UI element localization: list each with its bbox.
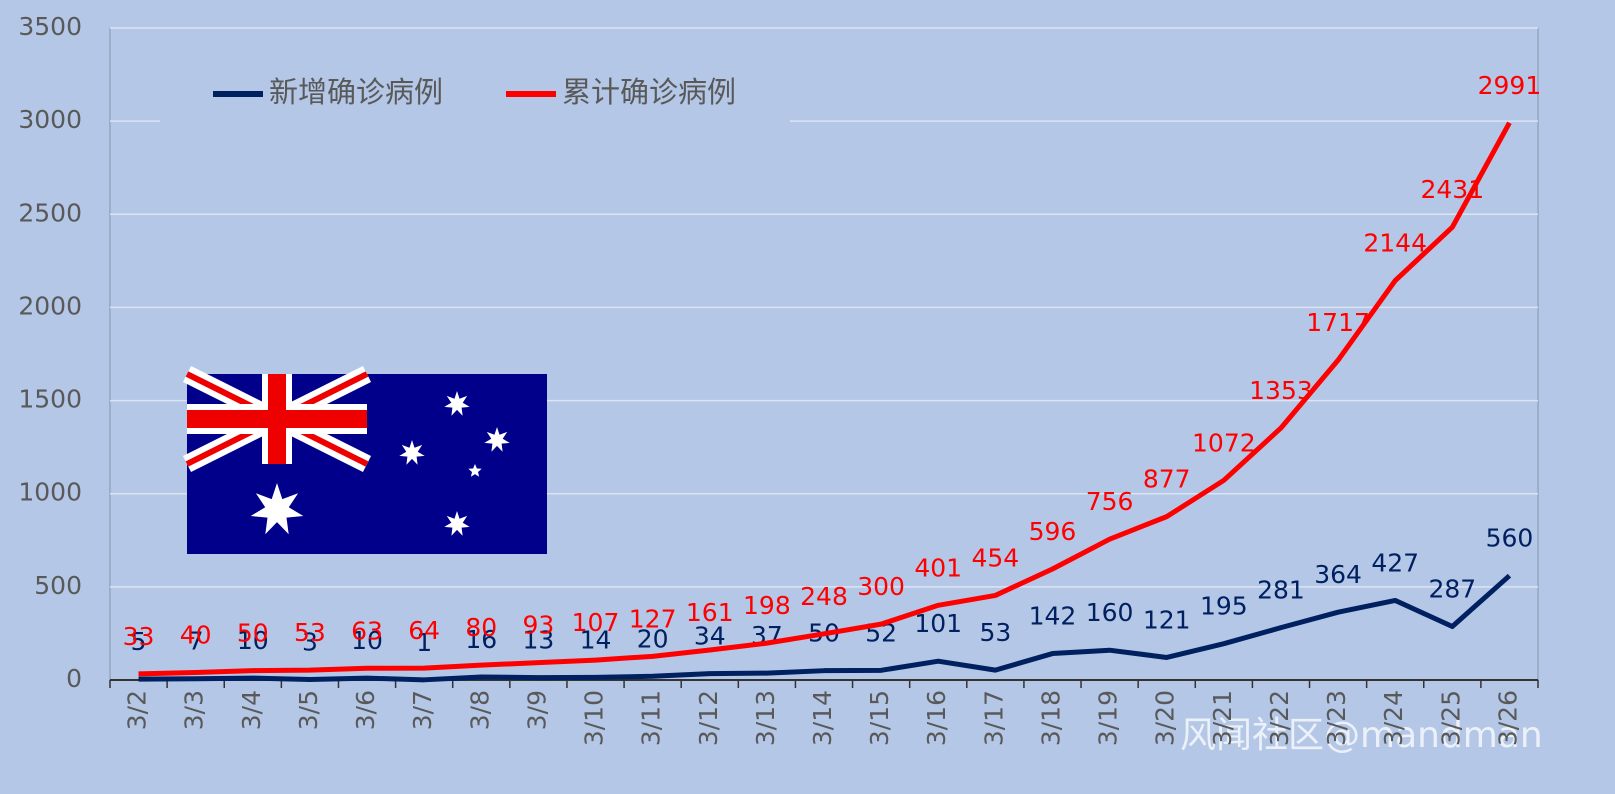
x-tick-label: 3/15 — [865, 690, 894, 746]
x-tick-label: 3/9 — [522, 690, 551, 730]
data-label: 596 — [1029, 517, 1077, 546]
legend-label: 累计确诊病例 — [562, 75, 736, 109]
x-tick-label: 3/18 — [1036, 690, 1065, 746]
data-label: 3 — [302, 627, 318, 656]
data-label: 1 — [416, 628, 432, 657]
legend-box — [160, 60, 790, 130]
data-label: 53 — [979, 618, 1011, 647]
data-label: 2431 — [1421, 175, 1485, 204]
x-tick-label: 3/3 — [180, 690, 209, 730]
data-label: 80 — [465, 613, 497, 642]
data-label: 10 — [351, 626, 383, 655]
data-label: 1353 — [1249, 376, 1313, 405]
x-tick-label: 3/26 — [1493, 690, 1522, 746]
y-tick-label: 3500 — [18, 12, 82, 41]
data-label: 195 — [1200, 592, 1248, 621]
y-tick-label: 2000 — [18, 291, 82, 320]
x-tick-label: 3/7 — [408, 690, 437, 730]
data-label: 10 — [237, 626, 269, 655]
x-tick-label: 3/14 — [808, 690, 837, 746]
watermark: 风闻社区@mandman — [1180, 715, 1543, 756]
y-tick-label: 500 — [34, 571, 82, 600]
x-tick-label: 3/20 — [1151, 690, 1180, 746]
x-tick-label: 3/25 — [1436, 690, 1465, 746]
flag-star — [444, 511, 470, 536]
jack-cross-red — [268, 374, 286, 464]
legend-label: 新增确诊病例 — [269, 75, 443, 109]
union-jack — [182, 365, 372, 473]
data-label: 142 — [1029, 602, 1077, 631]
data-label: 560 — [1486, 524, 1534, 553]
x-tick-label: 3/2 — [123, 690, 152, 730]
flag — [182, 365, 547, 554]
x-tick-label: 3/4 — [237, 690, 266, 730]
data-label: 33 — [123, 622, 155, 651]
data-label: 14 — [580, 625, 612, 654]
data-label: 2991 — [1478, 71, 1542, 100]
data-label: 1072 — [1192, 428, 1256, 457]
x-tick-label: 3/10 — [580, 690, 609, 746]
data-label: 13 — [522, 626, 554, 655]
data-label: 50 — [237, 619, 269, 648]
x-tick-label: 3/19 — [1094, 690, 1123, 746]
x-tick-label: 3/12 — [694, 690, 723, 746]
flag-star — [468, 464, 482, 477]
flag-star — [444, 391, 470, 416]
flag-star — [484, 427, 510, 452]
x-tick-label: 3/22 — [1265, 690, 1294, 746]
flag-star — [250, 483, 304, 535]
y-tick-label: 2500 — [18, 198, 82, 227]
x-tick-label: 3/8 — [465, 690, 494, 730]
data-label: 40 — [180, 621, 212, 650]
data-label: 34 — [694, 622, 726, 651]
data-label: 127 — [629, 604, 677, 633]
data-label: 427 — [1371, 548, 1419, 577]
data-label: 300 — [857, 572, 905, 601]
data-label: 161 — [686, 598, 734, 627]
data-label: 454 — [972, 543, 1020, 572]
data-label: 160 — [1086, 598, 1134, 627]
data-label: 877 — [1143, 465, 1191, 494]
y-tick-label: 3000 — [18, 105, 82, 134]
data-label: 756 — [1086, 487, 1134, 516]
y-tick-label: 1000 — [18, 478, 82, 507]
data-label: 107 — [572, 608, 620, 637]
data-label: 364 — [1314, 560, 1362, 589]
x-tick-label: 3/16 — [922, 690, 951, 746]
data-label: 121 — [1143, 605, 1191, 634]
data-label: 63 — [351, 616, 383, 645]
series-line — [138, 121, 1512, 677]
series-line — [138, 573, 1512, 683]
x-tick-label: 3/6 — [351, 690, 380, 730]
x-tick-label: 3/24 — [1379, 690, 1408, 746]
data-label: 287 — [1428, 575, 1476, 604]
data-label: 64 — [408, 616, 440, 645]
flag-star — [399, 440, 425, 465]
x-tick-label: 3/23 — [1322, 690, 1351, 746]
x-tick-label: 3/5 — [294, 690, 323, 730]
x-tick-label: 3/17 — [979, 690, 1008, 746]
data-label: 16 — [465, 625, 497, 654]
data-label: 20 — [637, 624, 669, 653]
data-label: 198 — [743, 591, 791, 620]
data-label: 53 — [294, 618, 326, 647]
y-tick-label: 1500 — [18, 385, 82, 414]
data-label: 2144 — [1363, 229, 1427, 258]
data-label: 93 — [522, 611, 554, 640]
x-tick-label: 3/11 — [637, 690, 666, 746]
data-label: 281 — [1257, 576, 1305, 605]
data-label: 101 — [914, 609, 962, 638]
x-tick-label: 3/13 — [751, 690, 780, 746]
x-tick-label: 3/21 — [1208, 690, 1237, 746]
y-tick-label: 0 — [66, 664, 82, 693]
data-label: 401 — [914, 553, 962, 582]
data-label: 248 — [800, 582, 848, 611]
data-label: 5 — [131, 627, 147, 656]
data-label: 7 — [188, 627, 204, 656]
data-label: 1717 — [1306, 308, 1370, 337]
